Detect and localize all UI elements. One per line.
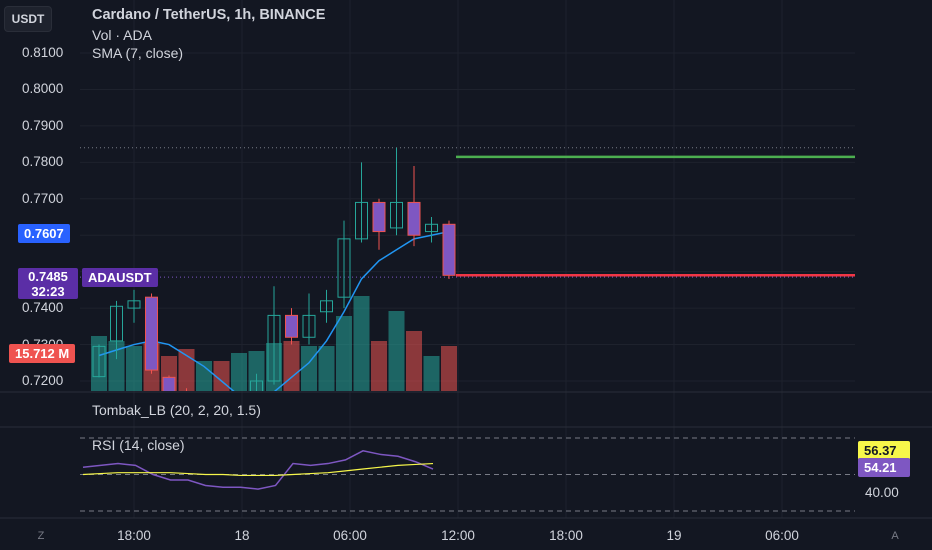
volume-bar	[388, 311, 405, 391]
price-tick: 0.8000	[22, 81, 64, 96]
main-pane	[80, 147, 855, 424]
volume-legend[interactable]: Vol · ADA	[92, 27, 152, 43]
price-tick: 0.7800	[22, 154, 64, 169]
tombak-indicator-legend[interactable]: Tombak_LB (20, 2, 20, 1.5)	[92, 402, 261, 418]
candle-body	[372, 201, 386, 233]
price-tick: 0.7900	[22, 118, 64, 133]
volume-bar	[301, 346, 317, 391]
volume-bar	[371, 341, 387, 391]
rsi-ma-line	[82, 462, 434, 477]
candle-body	[390, 201, 403, 229]
last-price-value: 0.7485	[28, 269, 68, 284]
countdown-timer: 32:23	[31, 284, 65, 299]
volume-bar	[353, 296, 370, 391]
current-price-badge: 0.7607	[18, 224, 70, 243]
time-tick: 18:00	[549, 528, 583, 543]
symbol-title: Cardano / TetherUS, 1h, BINANCE	[92, 7, 326, 23]
rsi-level-tick: 40.00	[865, 485, 899, 500]
volume-bar	[196, 361, 212, 391]
candle-body	[233, 417, 245, 424]
time-tick: 06:00	[765, 528, 799, 543]
candle-body	[162, 376, 176, 391]
candle-body	[145, 296, 158, 371]
volume-bar	[178, 349, 195, 391]
volume-bar	[108, 341, 125, 391]
candle-body	[407, 201, 421, 236]
volume-bar	[423, 356, 440, 391]
candle-body	[92, 345, 106, 378]
time-tick: 06:00	[333, 528, 367, 543]
price-tick: 0.7700	[22, 191, 64, 206]
volume-bar	[283, 341, 300, 391]
time-tick: 12:00	[441, 528, 475, 543]
rsi-value-badge: 56.37	[858, 441, 910, 460]
time-tick: 18:00	[117, 528, 151, 543]
volume-bar	[231, 353, 247, 391]
sma-legend[interactable]: SMA (7, close)	[92, 45, 184, 61]
time-tick: 19	[666, 528, 682, 543]
candle-body	[442, 223, 456, 276]
volume-bar	[441, 346, 457, 391]
volume-bar	[318, 346, 335, 391]
candle-body	[250, 380, 263, 391]
candle-body	[285, 314, 298, 338]
currency-selector-button[interactable]: USDT	[4, 6, 52, 32]
rsi-line	[82, 449, 434, 490]
candle-body	[267, 314, 281, 382]
price-tick: 0.7200	[22, 373, 64, 388]
price-tick: 0.8100	[22, 45, 64, 60]
volume-bar	[406, 331, 422, 391]
symbol-price-label: ADAUSDT	[82, 268, 158, 287]
candle-body	[337, 238, 351, 298]
rsi-indicator-legend[interactable]: RSI (14, close)	[92, 437, 185, 453]
time-tick: 18	[234, 528, 250, 543]
candle-body	[320, 300, 333, 313]
candle-body	[127, 300, 141, 309]
candle-body	[110, 305, 123, 342]
candle-body	[302, 314, 316, 338]
rsi-ma-value-badge: 54.21	[858, 458, 910, 477]
zoom-button[interactable]: Z	[37, 530, 45, 542]
last-price-badge: 0.7485 32:23	[18, 268, 78, 299]
volume-value-badge: 15.712 M	[9, 344, 76, 363]
volume-bar	[336, 316, 352, 391]
auto-scale-button[interactable]: A	[891, 530, 899, 542]
price-tick: 0.7400	[22, 300, 64, 315]
volume-bar	[126, 346, 142, 391]
candle-body	[355, 201, 368, 240]
candle-body	[425, 223, 438, 233]
